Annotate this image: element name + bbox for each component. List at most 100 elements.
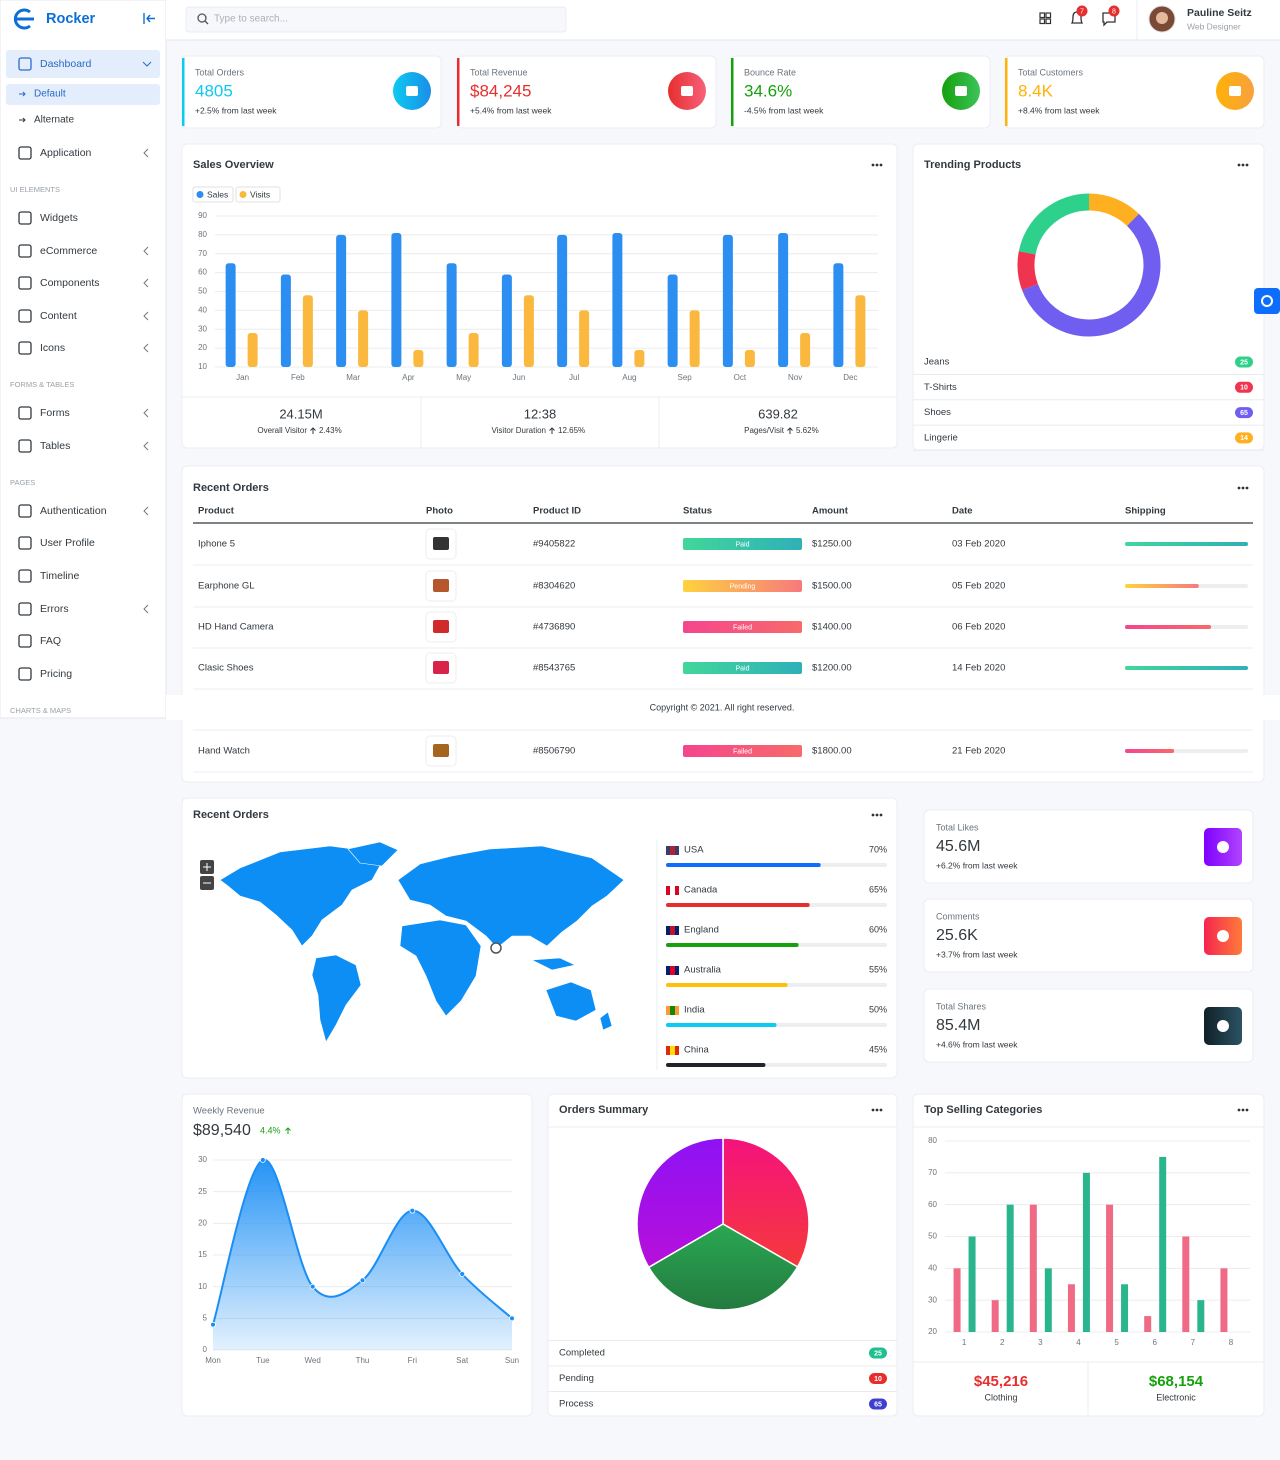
shipping-progress xyxy=(1125,666,1248,670)
menu-icon xyxy=(18,602,32,616)
total-label: Clothing xyxy=(984,1392,1017,1402)
stat-change: +8.4% from last week xyxy=(1018,105,1100,115)
product-cell: Hand Watch xyxy=(198,746,250,757)
menu-subitem[interactable]: Default xyxy=(34,89,66,100)
y-tick-label: 20 xyxy=(928,1327,937,1336)
column-header: Product xyxy=(198,506,235,517)
more-dot xyxy=(1241,1108,1245,1112)
donut-segment xyxy=(1018,193,1090,255)
stat-icon-glyph xyxy=(406,86,418,96)
x-tick-label: 1 xyxy=(962,1338,967,1347)
card-accent xyxy=(731,58,734,126)
x-tick-label: Thu xyxy=(356,1356,370,1365)
menu-item[interactable]: Content xyxy=(40,310,77,322)
menu-item[interactable]: Icons xyxy=(40,342,65,354)
flag-band xyxy=(670,926,675,935)
menu-item[interactable]: Widgets xyxy=(40,212,78,224)
id-cell: #8506790 xyxy=(533,746,575,757)
stat-value: $84,245 xyxy=(470,81,531,100)
menu-icon xyxy=(18,211,32,225)
area-fill xyxy=(213,1159,512,1350)
bar xyxy=(953,1268,961,1332)
summary-change: 2.43% xyxy=(319,426,342,435)
bar xyxy=(225,263,236,367)
collapse-icon[interactable] xyxy=(143,13,155,24)
x-tick-label: Oct xyxy=(734,373,747,382)
menu-icon xyxy=(18,276,32,290)
menu-item[interactable]: User Profile xyxy=(40,537,95,549)
total-value: $68,154 xyxy=(1149,1373,1204,1390)
card xyxy=(923,809,1254,884)
bar xyxy=(1106,1204,1114,1332)
bar xyxy=(336,234,347,367)
date-cell: 03 Feb 2020 xyxy=(952,539,1005,550)
country-name: USA xyxy=(684,845,704,856)
country-progress xyxy=(666,903,810,907)
user-name[interactable]: Pauline Seitz xyxy=(1187,7,1252,19)
data-point xyxy=(210,1321,216,1328)
more-dot xyxy=(879,163,883,167)
menu-icon xyxy=(18,341,32,355)
summary-change: 5.62% xyxy=(796,426,819,435)
id-cell: #9405822 xyxy=(533,539,575,550)
total-value: $45,216 xyxy=(974,1373,1028,1390)
stat-label: Bounce Rate xyxy=(744,67,796,77)
menu-item[interactable]: Authentication xyxy=(40,505,107,517)
chevron xyxy=(143,278,149,288)
status-pill xyxy=(683,621,802,633)
menu-item[interactable]: eCommerce xyxy=(40,245,97,257)
country-share: 65% xyxy=(869,884,887,894)
stat-value: 8.4K xyxy=(1018,81,1054,100)
card-title: Trending Products xyxy=(924,159,1021,171)
menu-subitem[interactable]: Alternate xyxy=(34,115,74,126)
bar xyxy=(667,274,678,367)
menu-item[interactable]: Pricing xyxy=(40,668,72,680)
x-tick-label: Nov xyxy=(788,373,802,382)
menu-icon xyxy=(18,667,32,681)
bar xyxy=(833,263,844,367)
amount-cell: $1200.00 xyxy=(812,663,852,674)
flag-band xyxy=(670,846,675,855)
settings-button[interactable] xyxy=(1254,288,1280,314)
menu-icon xyxy=(18,309,32,323)
menu-item[interactable]: Components xyxy=(40,277,100,289)
search-box[interactable] xyxy=(185,6,567,33)
more-dot xyxy=(871,813,875,817)
donut-segment xyxy=(1022,213,1161,337)
x-tick-label: Feb xyxy=(291,373,305,382)
more-dot xyxy=(875,1108,879,1112)
bar xyxy=(1044,1268,1052,1332)
flag-band xyxy=(670,1046,675,1055)
x-tick-label: Wed xyxy=(305,1356,321,1365)
menu-heading: UI ELEMENTS xyxy=(10,185,60,194)
status-pill xyxy=(683,745,802,757)
chevron xyxy=(143,246,149,256)
id-cell: #4736890 xyxy=(533,622,575,633)
footer-bar xyxy=(166,695,1280,720)
menu-item[interactable]: Timeline xyxy=(40,570,79,582)
date-cell: 06 Feb 2020 xyxy=(952,622,1005,633)
bar xyxy=(1197,1300,1205,1332)
bar xyxy=(991,1300,999,1332)
map-region xyxy=(599,1011,613,1031)
map-region xyxy=(399,919,482,1017)
menu-item[interactable]: FAQ xyxy=(40,635,61,647)
bar xyxy=(1182,1236,1190,1332)
pie-slice xyxy=(647,1223,799,1311)
menu-item[interactable]: Forms xyxy=(40,407,70,419)
menu-item[interactable]: Tables xyxy=(40,440,70,452)
product-name: T-Shirts xyxy=(924,382,957,393)
more-dot xyxy=(1245,163,1249,167)
x-tick-label: Jul xyxy=(569,373,579,382)
menu-item[interactable]: Dashboard xyxy=(40,58,92,70)
apps-icon xyxy=(1039,18,1046,25)
menu-heading: CHARTS & MAPS xyxy=(10,706,71,715)
status-label: Pending xyxy=(730,583,756,590)
country-progress xyxy=(666,943,799,947)
y-tick-label: 5 xyxy=(203,1313,208,1322)
badge xyxy=(869,1373,887,1384)
message-count: 8 xyxy=(1112,8,1116,15)
menu-item[interactable]: Errors xyxy=(40,603,69,615)
country-name: India xyxy=(684,1005,705,1016)
menu-item[interactable]: Application xyxy=(40,147,92,159)
